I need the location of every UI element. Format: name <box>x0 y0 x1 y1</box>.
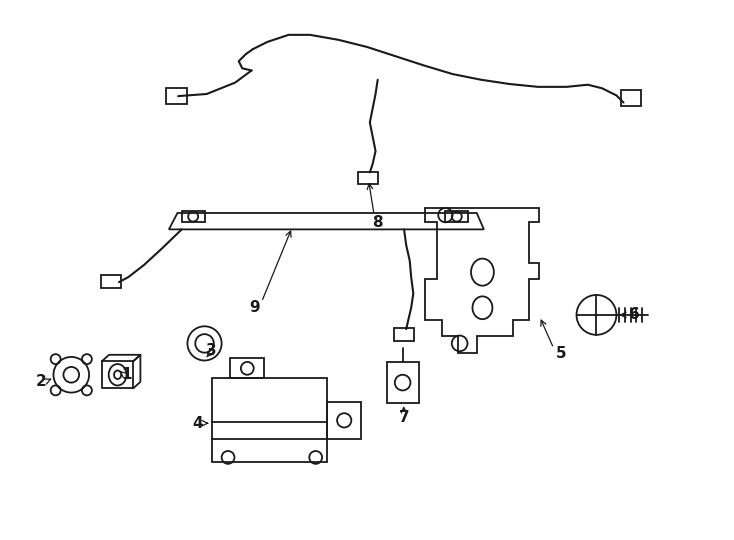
Bar <box>446 211 468 222</box>
Text: 1: 1 <box>121 367 131 382</box>
Text: 2: 2 <box>35 374 46 389</box>
Bar <box>387 362 419 403</box>
Text: 7: 7 <box>399 410 410 425</box>
Bar <box>101 275 121 288</box>
Bar <box>394 328 414 341</box>
Bar <box>358 172 379 185</box>
Text: 9: 9 <box>249 300 260 315</box>
Bar <box>230 359 264 379</box>
Text: 6: 6 <box>629 307 639 322</box>
Bar <box>182 211 205 222</box>
Bar <box>327 402 361 439</box>
Text: 8: 8 <box>372 215 383 230</box>
Bar <box>166 88 187 104</box>
Bar <box>621 90 641 106</box>
Text: 3: 3 <box>206 343 217 358</box>
Text: 5: 5 <box>556 346 566 361</box>
Bar <box>211 379 327 462</box>
Text: 4: 4 <box>192 416 203 431</box>
